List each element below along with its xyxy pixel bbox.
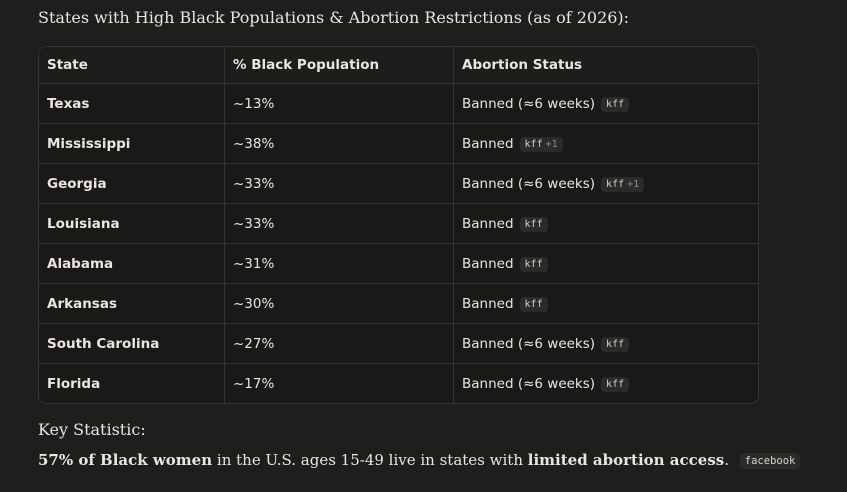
column-header: Abortion Status — [453, 47, 758, 84]
table: State % Black Population Abortion Status… — [39, 47, 758, 403]
percent-cell: ~17% — [224, 363, 454, 403]
table-body: Texas ~13% Banned (≈6 weeks) kff Mississippi… — [39, 83, 759, 404]
status-text: Banned (≈6 weeks) — [462, 175, 596, 192]
source-badge[interactable]: kff — [519, 296, 548, 312]
text: . — [724, 451, 729, 469]
bold-text: 57% of Black women — [38, 451, 213, 469]
bold-text: limited abortion access — [527, 451, 725, 469]
status-text: Banned — [462, 295, 514, 312]
state-cell: Mississippi — [39, 123, 225, 164]
key-statistic-title: Key Statistic: — [38, 420, 146, 439]
status-text: Banned — [462, 255, 514, 272]
source-badge[interactable]: facebook — [739, 453, 801, 469]
badge-label: kff — [524, 258, 543, 270]
status-text: Banned — [462, 215, 514, 232]
status-text: Banned — [462, 135, 514, 152]
status-cell: Banned (≈6 weeks) kff +1 — [453, 163, 758, 204]
status-cell: Banned kff — [453, 283, 758, 324]
source-badge[interactable]: kff — [519, 216, 548, 232]
column-header: % Black Population — [224, 47, 454, 84]
status-cell: Banned (≈6 weeks) kff — [454, 364, 759, 404]
badge-label: kff — [606, 378, 625, 390]
badge-label: kff — [606, 98, 625, 110]
state-cell: South Carolina — [39, 323, 225, 364]
source-badge[interactable]: kff +1 — [601, 176, 645, 192]
status-text: Banned (≈6 weeks) — [462, 335, 596, 352]
table-row: Louisiana ~33% Banned kff — [39, 203, 758, 244]
source-badge[interactable]: kff — [601, 376, 630, 392]
table-row: Arkansas ~30% Banned kff — [39, 283, 758, 324]
state-cell: Louisiana — [39, 203, 225, 244]
source-badge[interactable]: kff — [519, 256, 548, 272]
state-cell: Texas — [39, 83, 225, 124]
table-row: Mississippi ~38% Banned kff +1 — [39, 123, 758, 164]
badge-label: kff — [524, 218, 543, 230]
badge-label: kff — [606, 178, 625, 190]
percent-cell: ~27% — [224, 323, 454, 364]
table-row: Florida ~17% Banned (≈6 weeks) kff — [39, 363, 759, 404]
source-badge[interactable]: kff +1 — [519, 136, 563, 152]
source-badge[interactable]: kff — [601, 96, 630, 112]
status-text: Banned (≈6 weeks) — [462, 95, 596, 112]
percent-cell: ~33% — [224, 163, 454, 204]
status-text: Banned (≈6 weeks) — [462, 375, 596, 392]
badge-label: kff — [524, 138, 543, 150]
column-header: State — [39, 47, 225, 84]
table-row: South Carolina ~27% Banned (≈6 weeks) kff — [39, 323, 758, 364]
state-cell: Florida — [39, 363, 225, 403]
text: in the U.S. ages 15-49 live in states wi… — [216, 451, 523, 469]
status-cell: Banned (≈6 weeks) kff — [453, 83, 758, 124]
key-statistic: 57% of Black women in the U.S. ages 15-4… — [38, 451, 801, 469]
state-cell: Alabama — [39, 243, 225, 284]
table-container: State % Black Population Abortion Status… — [38, 46, 759, 404]
header-row: State % Black Population Abortion Status — [39, 47, 758, 84]
percent-cell: ~30% — [224, 283, 454, 324]
percent-cell: ~13% — [224, 83, 454, 124]
percent-cell: ~33% — [224, 203, 454, 244]
source-badge[interactable]: kff — [601, 336, 630, 352]
percent-cell: ~38% — [224, 123, 454, 164]
table-row: Alabama ~31% Banned kff — [39, 243, 758, 284]
badge-extra: +1 — [627, 178, 640, 190]
badge-extra: +1 — [545, 138, 558, 150]
state-cell: Georgia — [39, 163, 225, 204]
status-cell: Banned kff +1 — [453, 123, 758, 164]
table-row: Georgia ~33% Banned (≈6 weeks) kff +1 — [39, 163, 758, 204]
percent-cell: ~31% — [224, 243, 454, 284]
badge-label: kff — [524, 298, 543, 310]
badge-label: kff — [606, 338, 625, 350]
status-cell: Banned kff — [453, 203, 758, 244]
status-cell: Banned kff — [453, 243, 758, 284]
table-row: Texas ~13% Banned (≈6 weeks) kff — [39, 83, 758, 124]
heading: States with High Black Populations & Abo… — [38, 8, 630, 27]
state-cell: Arkansas — [39, 283, 225, 324]
status-cell: Banned (≈6 weeks) kff — [453, 323, 758, 364]
